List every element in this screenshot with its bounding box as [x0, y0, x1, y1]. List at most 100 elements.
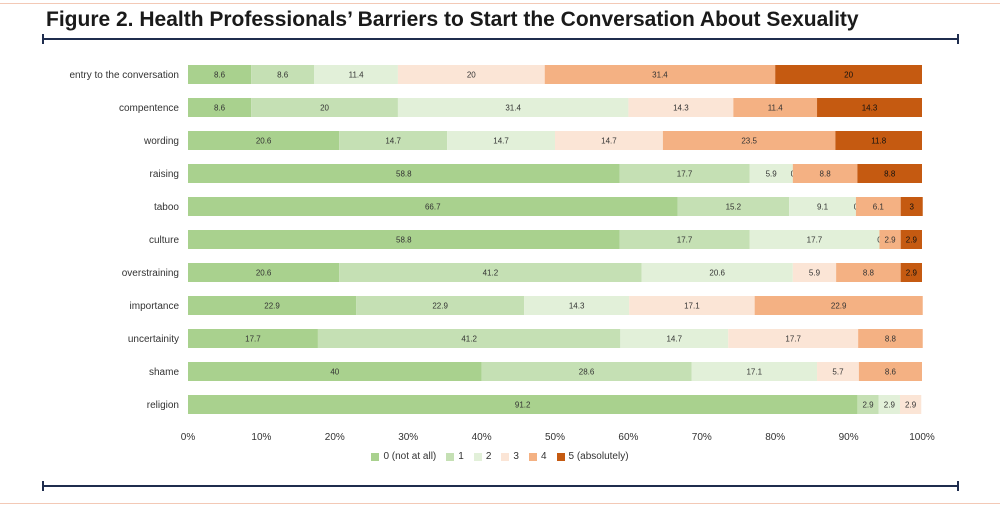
x-tick-label: 20% — [325, 432, 345, 443]
data-label: 11.4 — [768, 104, 784, 113]
bar-segment — [677, 197, 790, 216]
data-label: 20 — [844, 71, 853, 80]
bar-segment — [733, 98, 818, 117]
bar-segment — [879, 230, 901, 249]
bar-segment — [314, 65, 398, 84]
bar-segment — [188, 131, 340, 150]
data-label: 14.3 — [862, 104, 878, 113]
bar-segment — [555, 131, 663, 150]
data-label: 20 — [467, 71, 476, 80]
bar-segment — [619, 164, 750, 183]
data-label: 15.2 — [726, 203, 742, 212]
x-tick-label: 0% — [181, 432, 196, 443]
x-tick-label: 90% — [839, 432, 859, 443]
category-label: raising — [150, 169, 179, 180]
bar-segment — [817, 98, 922, 117]
bar-segment — [858, 362, 922, 381]
data-label: 8.6 — [277, 71, 289, 80]
data-label: 6.1 — [873, 203, 885, 212]
bar-segment — [251, 98, 398, 117]
legend-swatch — [371, 452, 380, 461]
bar-segment — [188, 65, 252, 84]
bottom-rule — [42, 481, 959, 491]
data-label: 5.9 — [766, 170, 778, 179]
data-label: 66.7 — [425, 203, 441, 212]
x-tick-label: 30% — [398, 432, 418, 443]
bar-segment — [728, 329, 859, 348]
bar-segment — [251, 65, 315, 84]
bar-segment — [356, 296, 525, 315]
category-label: religion — [147, 400, 179, 411]
bottom-border — [0, 503, 1000, 504]
bar-segment — [792, 263, 837, 282]
bar-segment — [317, 329, 621, 348]
legend-item: 3 — [501, 451, 519, 462]
category-label: entry to the conversation — [69, 70, 179, 81]
data-label: 2.9 — [905, 401, 917, 410]
bar-segment — [900, 263, 922, 282]
legend-item: 0 (not at all) — [371, 451, 436, 462]
bar-segment — [775, 65, 922, 84]
bar-segment — [629, 296, 755, 315]
bar-segment — [662, 131, 836, 150]
chart-legend: 0 (not at all) 1 2 3 4 5 (absolutely) — [0, 451, 1000, 462]
bar-segment — [524, 296, 630, 315]
bar-segment — [188, 362, 482, 381]
data-label: 58.8 — [396, 170, 412, 179]
data-label: 5.9 — [809, 269, 821, 278]
bar-segment — [339, 131, 448, 150]
bar-segment — [397, 98, 629, 117]
legend-swatch — [446, 452, 455, 461]
data-label: 41.2 — [483, 269, 499, 278]
category-label: overstraining — [122, 268, 179, 279]
data-label: 31.4 — [652, 71, 668, 80]
x-tick-label: 40% — [472, 432, 492, 443]
data-label: 14.7 — [666, 335, 682, 344]
data-label: 31.4 — [505, 104, 521, 113]
data-label: 20.6 — [256, 137, 272, 146]
bar-segment — [691, 362, 818, 381]
data-label: 8.8 — [885, 335, 897, 344]
data-label: 40 — [330, 368, 339, 377]
data-label: 11.4 — [349, 71, 365, 80]
data-label: 20 — [320, 104, 329, 113]
legend-label: 5 (absolutely) — [568, 451, 629, 462]
bar-segment — [628, 98, 734, 117]
data-label: 8.8 — [820, 170, 832, 179]
data-label: 8.6 — [885, 368, 897, 377]
data-label: 3 — [909, 203, 914, 212]
figure-title: Figure 2. Health Professionals’ Barriers… — [46, 8, 859, 31]
data-label: 14.7 — [493, 137, 509, 146]
bar-segment — [481, 362, 692, 381]
bar-segment — [544, 65, 776, 84]
x-tick-label: 10% — [251, 432, 271, 443]
data-label: 17.7 — [785, 335, 801, 344]
legend-label: 1 — [458, 451, 464, 462]
bar-segment — [619, 230, 750, 249]
bar-segment — [188, 164, 620, 183]
legend-label: 4 — [540, 451, 547, 462]
data-label: 14.3 — [569, 302, 585, 311]
data-label: 28.6 — [579, 368, 595, 377]
x-tick-label: 100% — [909, 432, 935, 443]
data-label: 8.8 — [884, 170, 896, 179]
bar-segment — [447, 131, 555, 150]
bar-segment — [188, 98, 252, 117]
x-tick-label: 50% — [545, 432, 565, 443]
bar-segment — [620, 329, 729, 348]
category-label: compentence — [119, 103, 179, 114]
title-rule — [42, 34, 959, 44]
data-label: 2.9 — [906, 269, 918, 278]
bar-segment — [900, 230, 922, 249]
data-label: 9.1 — [817, 203, 829, 212]
category-label: taboo — [154, 202, 179, 213]
bar-segment — [188, 395, 858, 414]
x-tick-label: 70% — [692, 432, 712, 443]
data-label: 22.9 — [264, 302, 280, 311]
data-label: 2.9 — [884, 401, 896, 410]
data-label: 5.7 — [832, 368, 844, 377]
x-tick-label: 80% — [765, 432, 785, 443]
category-label: uncertainity — [128, 334, 179, 345]
bar-segment — [858, 329, 923, 348]
bar-segment — [339, 263, 642, 282]
